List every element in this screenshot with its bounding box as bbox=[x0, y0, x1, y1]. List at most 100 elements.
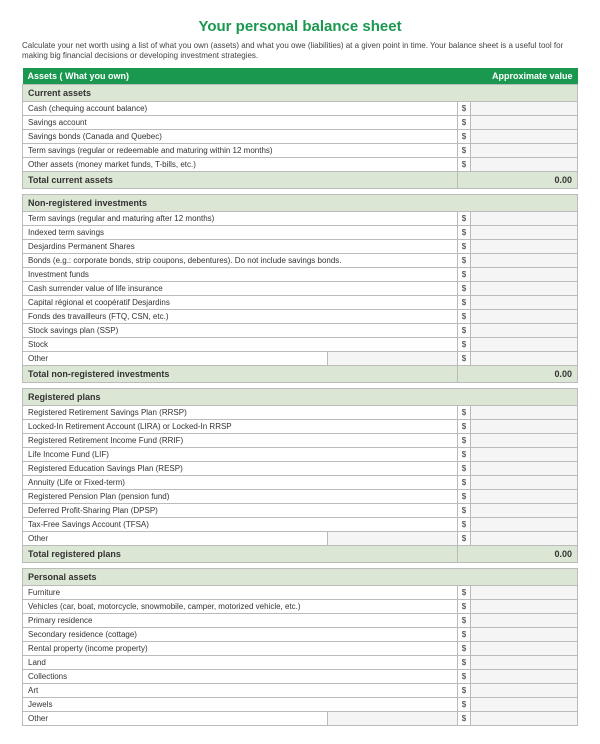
section-header: Non-registered investments bbox=[23, 194, 578, 211]
value-input[interactable] bbox=[470, 157, 577, 171]
value-input[interactable] bbox=[470, 405, 577, 419]
section-title: Personal assets bbox=[23, 568, 578, 585]
currency-symbol: $ bbox=[458, 405, 471, 419]
total-label: Total non-registered investments bbox=[23, 365, 458, 382]
value-header: Approximate value bbox=[458, 68, 578, 85]
line-item: Savings bonds (Canada and Quebec)$ bbox=[23, 129, 578, 143]
value-input[interactable] bbox=[470, 433, 577, 447]
value-input[interactable] bbox=[470, 419, 577, 433]
line-label: Land bbox=[23, 655, 458, 669]
line-item: Stock savings plan (SSP)$ bbox=[23, 323, 578, 337]
value-input[interactable] bbox=[470, 655, 577, 669]
assets-header: Assets ( What you own) bbox=[23, 68, 458, 85]
line-label: Stock savings plan (SSP) bbox=[23, 323, 458, 337]
value-input[interactable] bbox=[470, 211, 577, 225]
line-item: Other assets (money market funds, T-bill… bbox=[23, 157, 578, 171]
value-input[interactable] bbox=[470, 641, 577, 655]
value-input[interactable] bbox=[470, 267, 577, 281]
value-input[interactable] bbox=[470, 627, 577, 641]
value-input[interactable] bbox=[470, 101, 577, 115]
other-input[interactable] bbox=[328, 531, 458, 545]
value-input[interactable] bbox=[470, 253, 577, 267]
currency-symbol: $ bbox=[458, 253, 471, 267]
currency-symbol: $ bbox=[458, 517, 471, 531]
line-label: Locked-In Retirement Account (LIRA) or L… bbox=[23, 419, 458, 433]
currency-symbol: $ bbox=[458, 351, 471, 365]
value-input[interactable] bbox=[470, 281, 577, 295]
line-item: Vehicles (car, boat, motorcycle, snowmob… bbox=[23, 599, 578, 613]
section-title: Non-registered investments bbox=[23, 194, 578, 211]
currency-symbol: $ bbox=[458, 503, 471, 517]
currency-symbol: $ bbox=[458, 129, 471, 143]
currency-symbol: $ bbox=[458, 447, 471, 461]
currency-symbol: $ bbox=[458, 239, 471, 253]
value-input[interactable] bbox=[470, 309, 577, 323]
value-input[interactable] bbox=[470, 531, 577, 545]
currency-symbol: $ bbox=[458, 295, 471, 309]
line-item: Fonds des travailleurs (FTQ, CSN, etc.)$ bbox=[23, 309, 578, 323]
currency-symbol: $ bbox=[458, 697, 471, 711]
value-input[interactable] bbox=[470, 447, 577, 461]
line-item: Collections$ bbox=[23, 669, 578, 683]
line-label: Registered Retirement Savings Plan (RRSP… bbox=[23, 405, 458, 419]
value-input[interactable] bbox=[470, 239, 577, 253]
value-input[interactable] bbox=[470, 599, 577, 613]
value-input[interactable] bbox=[470, 683, 577, 697]
currency-symbol: $ bbox=[458, 115, 471, 129]
value-input[interactable] bbox=[470, 697, 577, 711]
section-header: Registered plans bbox=[23, 388, 578, 405]
line-label: Other assets (money market funds, T-bill… bbox=[23, 157, 458, 171]
line-label: Annuity (Life or Fixed-term) bbox=[23, 475, 458, 489]
line-label: Other bbox=[23, 351, 328, 365]
line-item: Term savings (regular or redeemable and … bbox=[23, 143, 578, 157]
value-input[interactable] bbox=[470, 613, 577, 627]
value-input[interactable] bbox=[470, 711, 577, 725]
value-input[interactable] bbox=[470, 115, 577, 129]
balance-sheet-table: Assets ( What you own) Approximate value… bbox=[22, 68, 578, 726]
value-input[interactable] bbox=[470, 295, 577, 309]
line-label: Rental property (income property) bbox=[23, 641, 458, 655]
line-label: Term savings (regular or redeemable and … bbox=[23, 143, 458, 157]
table-header-row: Assets ( What you own) Approximate value bbox=[23, 68, 578, 85]
line-item: Capital régional et coopératif Desjardin… bbox=[23, 295, 578, 309]
line-item: Art$ bbox=[23, 683, 578, 697]
value-input[interactable] bbox=[470, 337, 577, 351]
line-item: Savings account$ bbox=[23, 115, 578, 129]
line-label: Deferred Profit-Sharing Plan (DPSP) bbox=[23, 503, 458, 517]
page-title: Your personal balance sheet bbox=[22, 18, 578, 35]
currency-symbol: $ bbox=[458, 461, 471, 475]
value-input[interactable] bbox=[470, 503, 577, 517]
value-input[interactable] bbox=[470, 129, 577, 143]
line-label: Art bbox=[23, 683, 458, 697]
currency-symbol: $ bbox=[458, 211, 471, 225]
line-label: Jewels bbox=[23, 697, 458, 711]
line-item: Annuity (Life or Fixed-term)$ bbox=[23, 475, 578, 489]
line-label: Registered Retirement Income Fund (RRIF) bbox=[23, 433, 458, 447]
line-item: Investment funds$ bbox=[23, 267, 578, 281]
other-input[interactable] bbox=[328, 351, 458, 365]
line-item: Cash surrender value of life insurance$ bbox=[23, 281, 578, 295]
line-item: Other $ bbox=[23, 711, 578, 725]
value-input[interactable] bbox=[470, 585, 577, 599]
line-item: Stock$ bbox=[23, 337, 578, 351]
value-input[interactable] bbox=[470, 517, 577, 531]
currency-symbol: $ bbox=[458, 627, 471, 641]
value-input[interactable] bbox=[470, 489, 577, 503]
value-input[interactable] bbox=[470, 143, 577, 157]
line-item: Bonds (e.g.: corporate bonds, strip coup… bbox=[23, 253, 578, 267]
value-input[interactable] bbox=[470, 351, 577, 365]
value-input[interactable] bbox=[470, 225, 577, 239]
currency-symbol: $ bbox=[458, 281, 471, 295]
line-label: Other bbox=[23, 711, 328, 725]
value-input[interactable] bbox=[470, 475, 577, 489]
value-input[interactable] bbox=[470, 461, 577, 475]
total-value: 0.00 bbox=[458, 545, 578, 562]
value-input[interactable] bbox=[470, 669, 577, 683]
line-label: Investment funds bbox=[23, 267, 458, 281]
line-label: Term savings (regular and maturing after… bbox=[23, 211, 458, 225]
section-title: Current assets bbox=[23, 84, 578, 101]
line-label: Collections bbox=[23, 669, 458, 683]
value-input[interactable] bbox=[470, 323, 577, 337]
line-label: Vehicles (car, boat, motorcycle, snowmob… bbox=[23, 599, 458, 613]
other-input[interactable] bbox=[328, 711, 458, 725]
